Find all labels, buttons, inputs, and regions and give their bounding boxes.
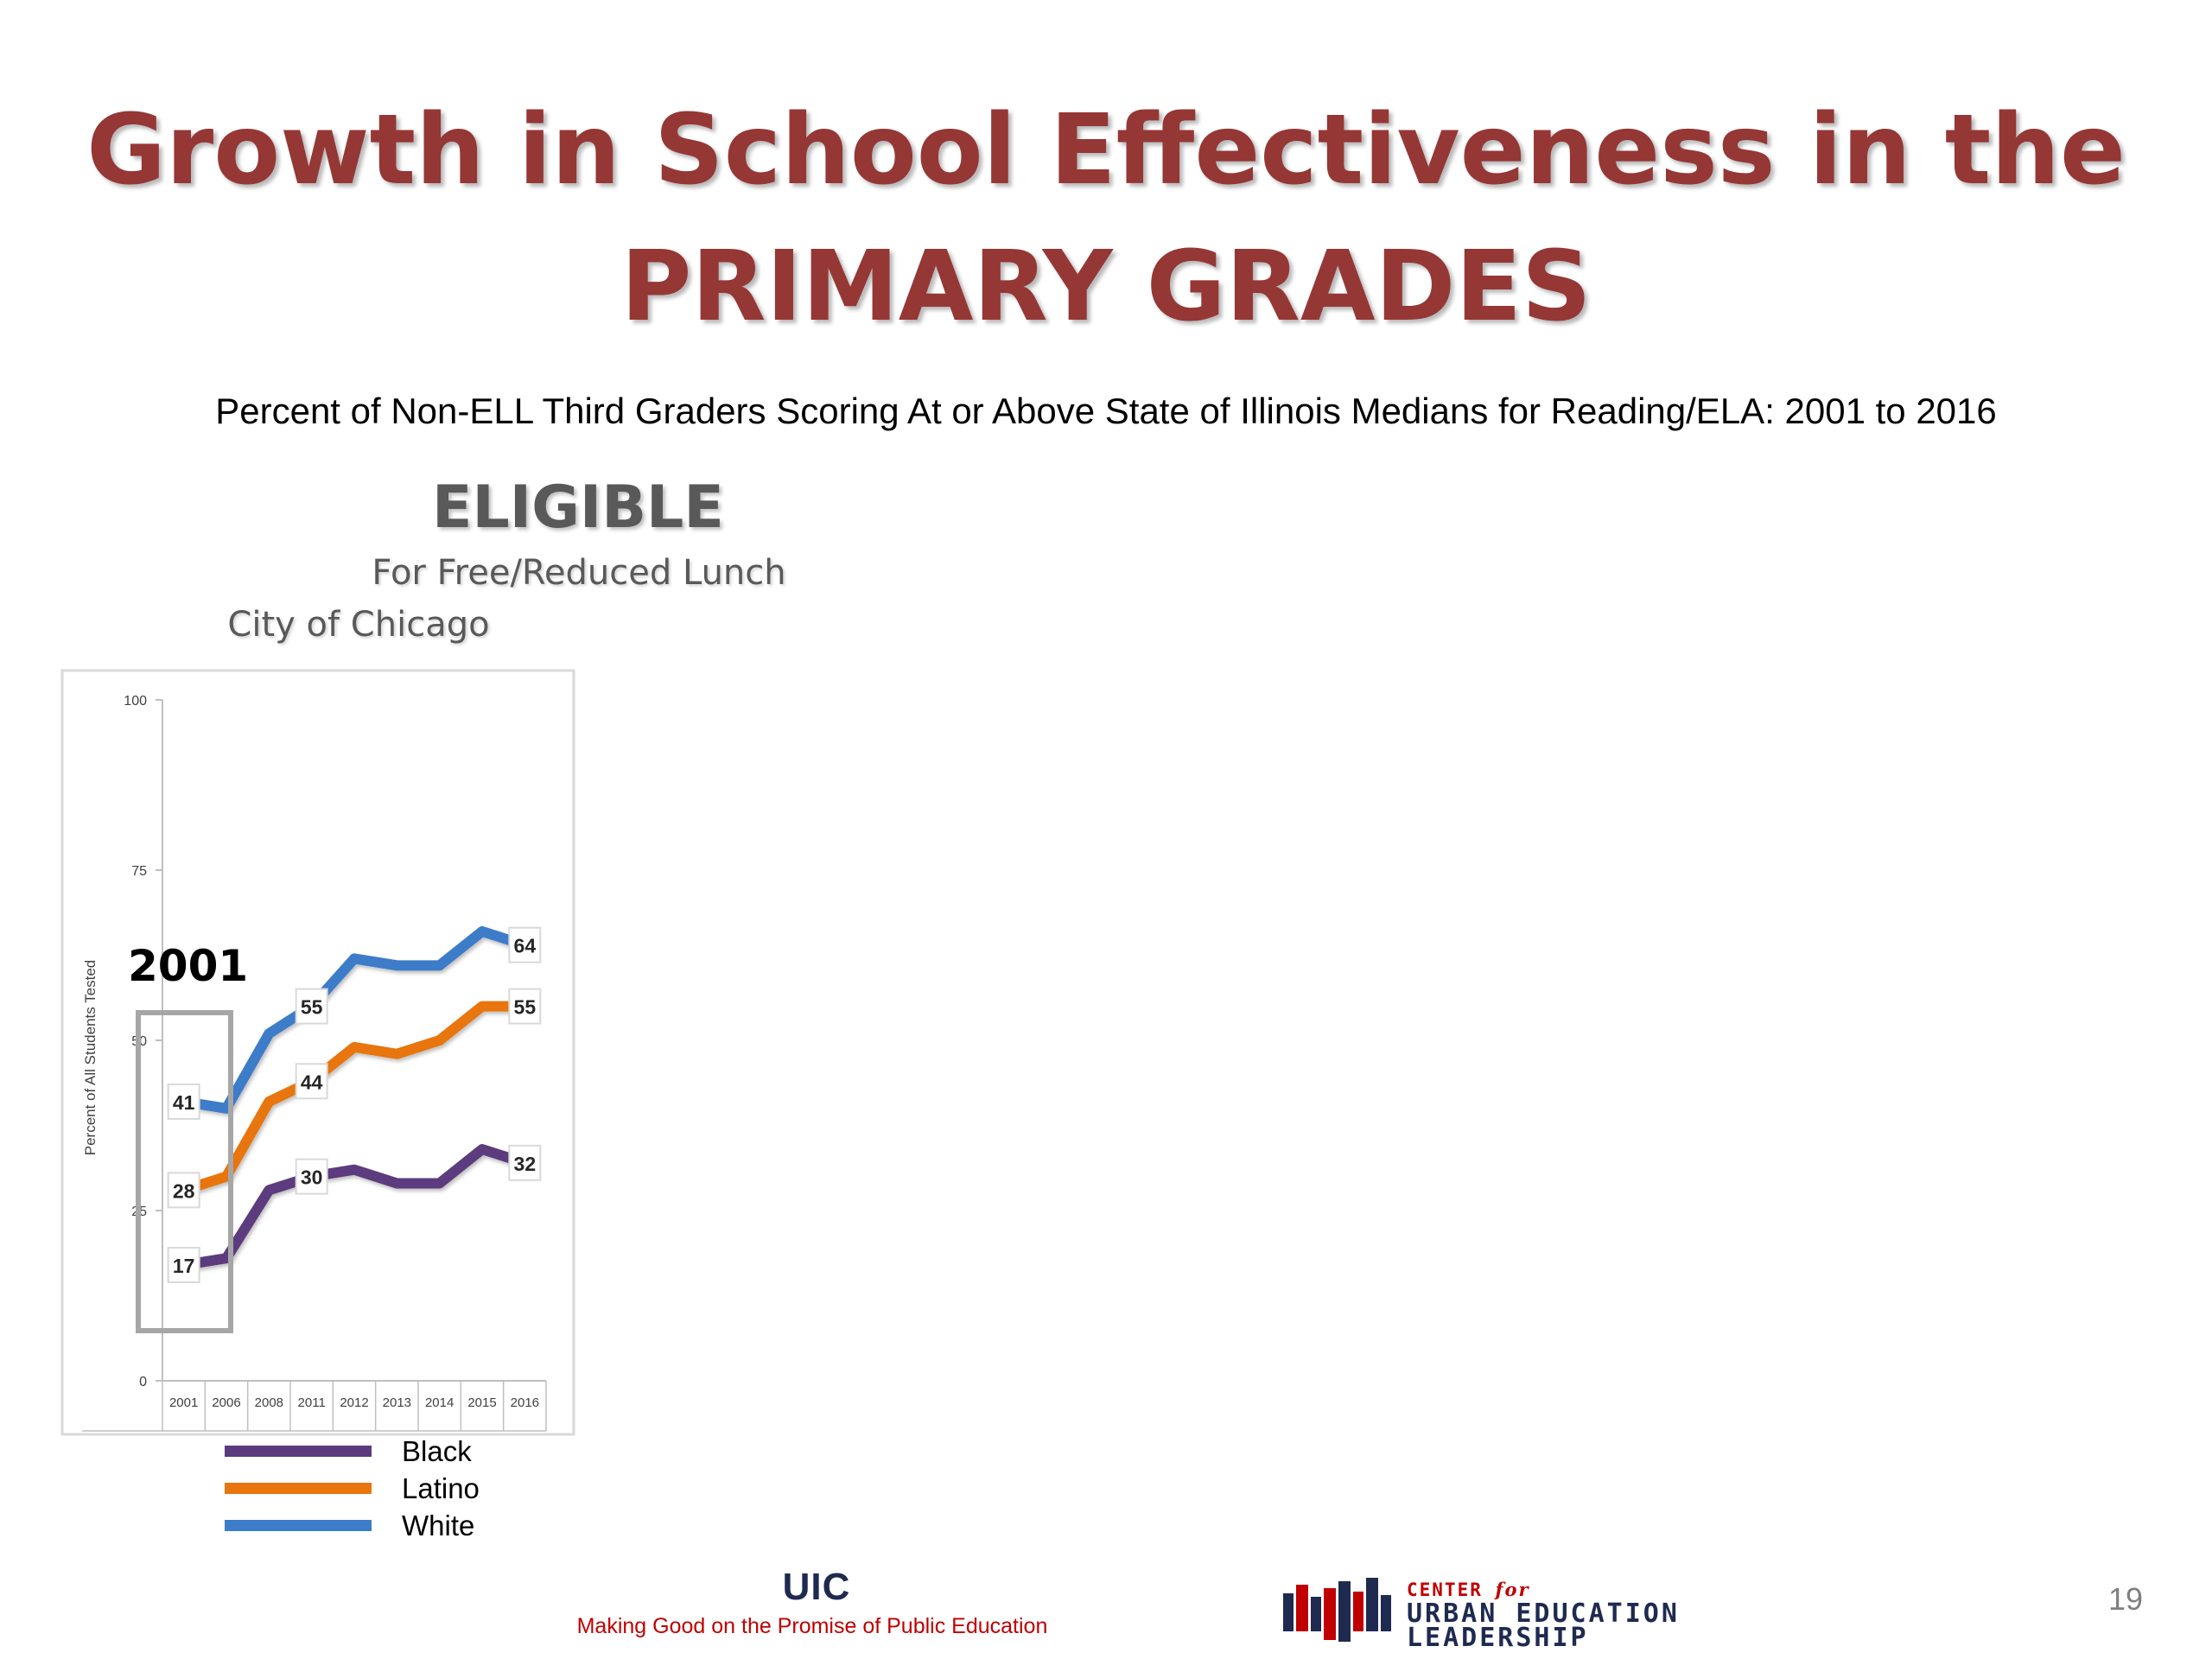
page-number: 19 [2107,1581,2143,1617]
uic-tagline: Making Good on the Promise of Public Edu… [576,1614,1048,1638]
series-line-black [178,1144,531,1271]
uic-logo: UIC [782,1566,851,1608]
x-tick-label: 2016 [511,1395,539,1410]
ceul-line-1: CENTER for [1407,1579,1530,1600]
chart-legend: Black Latino White [225,1433,480,1544]
legend-swatch-latino [225,1483,372,1494]
chart-frame [60,669,575,1436]
ceul-line-2: URBAN EDUCATION [1407,1599,1680,1629]
title-line-1: Growth in School Effectiveness in the [86,94,2126,207]
highlight-box-2001 [136,1010,233,1333]
data-label-box [295,1158,328,1195]
ceul-line-3: LEADERSHIP [1407,1623,1589,1653]
series-lines [178,925,531,1271]
data-label-box [508,988,542,1025]
data-label-box [167,1083,200,1120]
data-label-box [295,1063,328,1100]
x-tick-label: 2015 [467,1395,496,1410]
series-line-white [178,925,531,1114]
data-label-box [167,1172,200,1209]
data-label: 17 [173,1255,195,1277]
ceul-logo-text: CENTER for URBAN EDUCATION LEADERSHIP [1407,1578,1680,1653]
data-labels: 41 28 17 55 44 30 64 55 32 [167,926,542,1284]
lunch-label: For Free/Reduced Lunch [372,553,786,593]
x-tick-label: 2012 [340,1395,368,1410]
x-tick-label: 2001 [169,1395,198,1410]
data-label: 32 [514,1153,537,1175]
data-label: 64 [514,935,537,957]
y-tick-label: 100 [124,694,147,709]
legend-label-white: White [402,1509,475,1541]
data-label: 30 [301,1166,323,1189]
legend-swatch-black [225,1446,372,1457]
legend-item-latino: Latino [225,1470,480,1507]
legend-swatch-white [225,1520,372,1531]
y-axis-label: Percent of All Students Tested [82,960,99,1156]
data-label: 41 [173,1091,195,1114]
data-label-box [508,1144,542,1181]
data-label-box [295,988,328,1025]
x-tick-label: 2014 [425,1395,454,1410]
x-tick-label: 2013 [383,1395,411,1410]
ceul-skyline-icon [1283,1578,1391,1642]
data-label: 28 [173,1179,195,1202]
slide-title: Growth in School Effectiveness in the PR… [0,82,2212,355]
data-label-box [167,1247,200,1284]
legend-item-black: Black [225,1433,480,1470]
series-line-latino [178,1001,531,1196]
city-label: City of Chicago [227,605,490,645]
x-axis: 2001 2006 2008 2011 2012 2013 2014 2015 2016 [82,1380,547,1432]
x-tick-label: 2006 [212,1395,240,1410]
chart-subtitle: Percent of Non-ELL Third Graders Scoring… [215,391,1997,431]
annotation-2001: 2001 [128,941,248,991]
x-tick-label: 2008 [255,1395,283,1410]
y-tick-label: 75 [131,864,147,879]
title-line-2: PRIMARY GRADES [620,231,1592,343]
data-label: 55 [301,996,323,1019]
legend-label-black: Black [402,1434,472,1467]
y-tick-label: 0 [139,1375,147,1389]
x-tick-label: 2011 [298,1395,326,1410]
data-label: 55 [514,996,537,1019]
data-label-box [508,926,542,963]
legend-label-latino: Latino [402,1471,480,1504]
legend-item-white: White [225,1507,480,1544]
eligible-heading: ELIGIBLE [432,474,724,542]
data-label: 44 [301,1071,323,1093]
